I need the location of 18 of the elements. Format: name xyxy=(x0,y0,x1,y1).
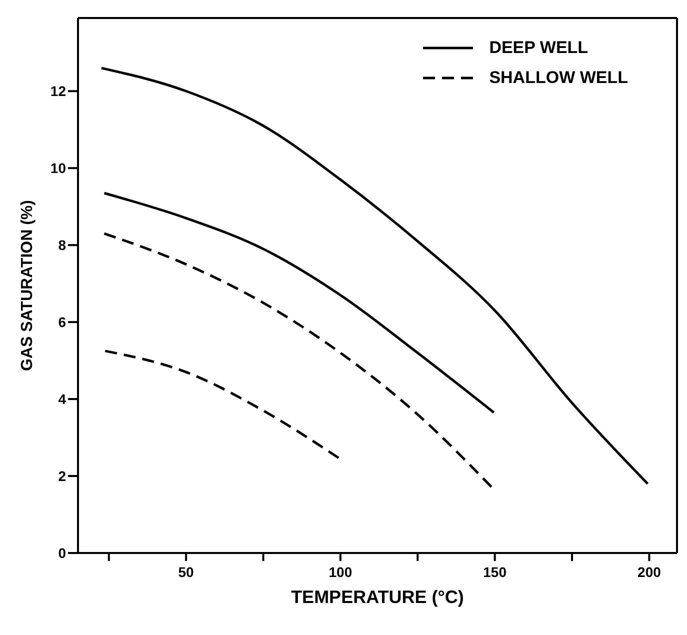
x-tick-label: 50 xyxy=(178,564,194,580)
y-tick-label: 12 xyxy=(50,83,66,100)
y-tick-label: 4 xyxy=(58,391,66,408)
line-series xyxy=(100,66,649,485)
line-series xyxy=(102,192,496,414)
x-axis-title: TEMPERATURE (°C) xyxy=(291,587,464,607)
legend-label: DEEP WELL xyxy=(489,38,588,58)
y-tick-label: 6 xyxy=(58,314,66,330)
x-tick-label: 150 xyxy=(483,564,507,580)
y-axis-title: GAS SATURATION (%) xyxy=(19,200,36,371)
y-tick-label: 10 xyxy=(50,160,66,176)
y-tick-label: 0 xyxy=(58,545,66,561)
x-tick-label: 200 xyxy=(638,564,662,580)
y-tick-label: 8 xyxy=(58,237,66,254)
y-tick-label: 2 xyxy=(58,468,66,484)
line-series xyxy=(104,350,342,460)
legend-label: SHALLOW WELL xyxy=(489,68,628,88)
x-tick-label: 100 xyxy=(328,564,352,580)
